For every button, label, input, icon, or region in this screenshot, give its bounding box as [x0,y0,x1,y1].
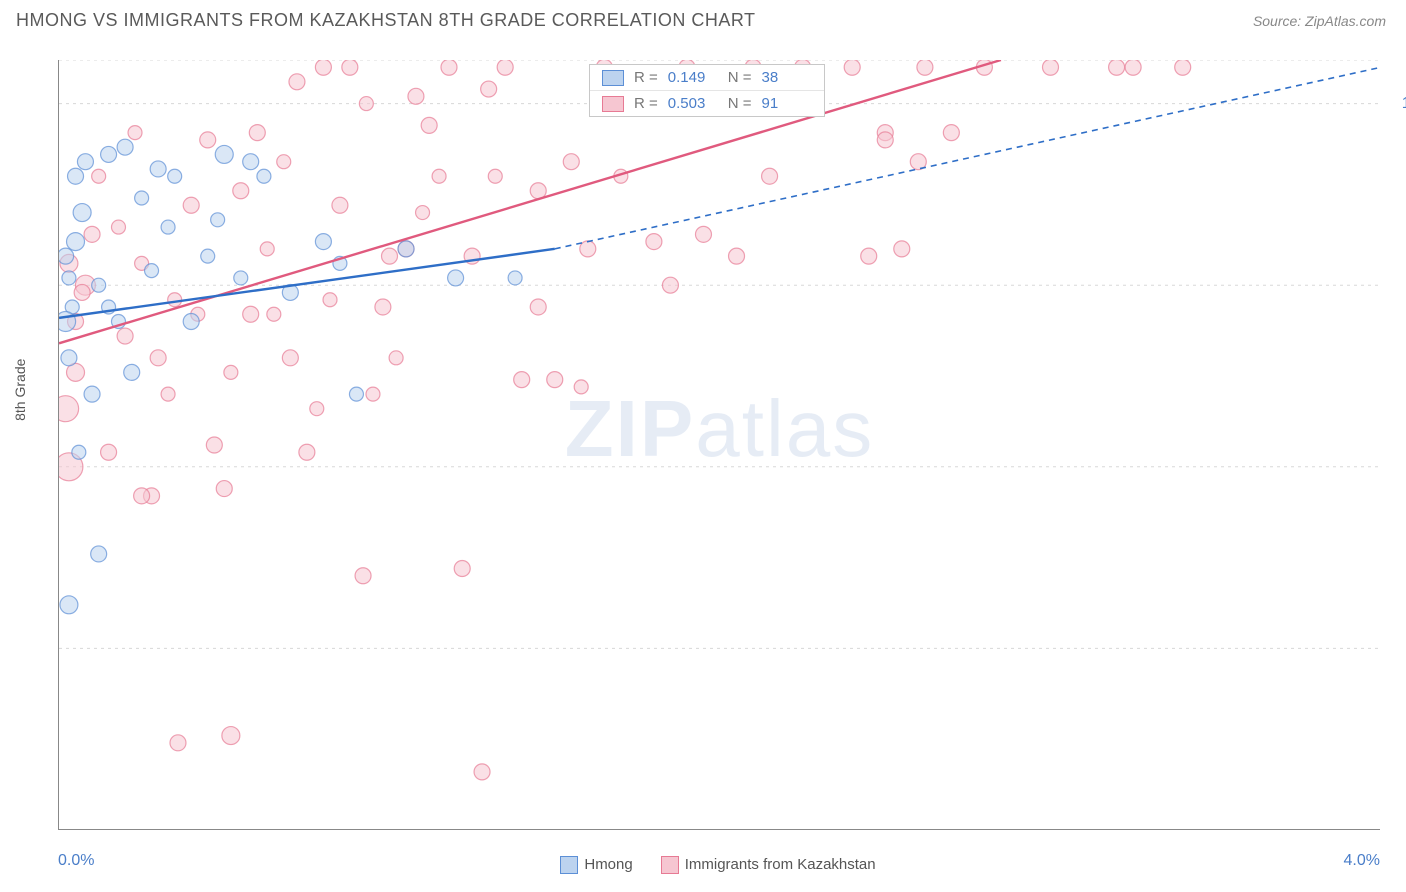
y-axis-label: 8th Grade [12,359,28,421]
legend-label-hmong: Hmong [584,856,632,873]
source-attribution: Source: ZipAtlas.com [1253,13,1386,29]
series-legend: Hmong Immigrants from Kazakhstan [48,856,1388,874]
legend-row-kaz: R = 0.503 N = 91 [590,91,824,116]
r-label: R = [634,69,658,86]
source-link[interactable]: ZipAtlas.com [1305,13,1386,29]
legend-swatch-icon [661,856,679,874]
chart-title: HMONG VS IMMIGRANTS FROM KAZAKHSTAN 8TH … [16,10,756,31]
legend-swatch-icon [560,856,578,874]
source-label: Source: [1253,13,1305,29]
legend-item-kaz: Immigrants from Kazakhstan [661,856,876,874]
legend-item-hmong: Hmong [560,856,632,874]
r-value-kaz: 0.503 [668,95,718,112]
r-label: R = [634,95,658,112]
correlation-legend: R = 0.149 N = 38 R = 0.503 N = 91 [589,64,825,117]
chart-svg [59,60,1381,830]
n-value-kaz: 91 [762,95,812,112]
plot-area: ZIPatlas R = 0.149 N = 38 R = 0.503 N = … [58,60,1380,830]
n-value-hmong: 38 [762,69,812,86]
r-value-hmong: 0.149 [668,69,718,86]
legend-swatch-kaz [602,96,624,112]
legend-swatch-hmong [602,70,624,86]
n-label: N = [728,95,752,112]
y-tick-label: 100.0% [1402,95,1406,113]
n-label: N = [728,69,752,86]
legend-label-kaz: Immigrants from Kazakhstan [685,856,876,873]
legend-row-hmong: R = 0.149 N = 38 [590,65,824,91]
